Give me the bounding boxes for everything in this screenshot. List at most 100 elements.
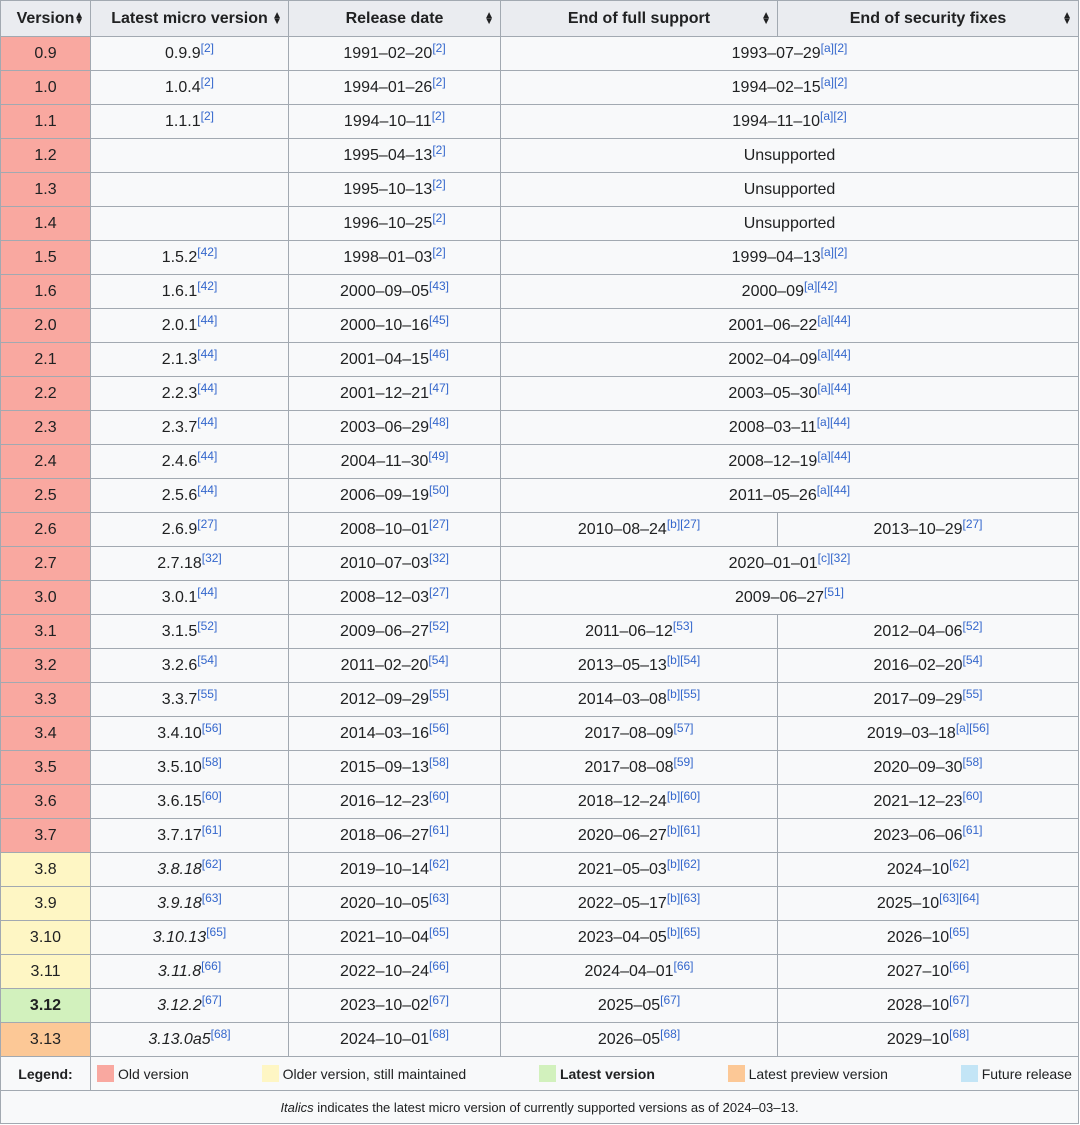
- reference-link[interactable]: [68]: [660, 1026, 681, 1041]
- reference-link[interactable]: [b][61]: [666, 822, 701, 837]
- reference-link[interactable]: [32]: [201, 550, 222, 565]
- reference-link[interactable]: [44]: [197, 584, 218, 599]
- reference-link[interactable]: [55]: [428, 686, 449, 701]
- reference-link[interactable]: [2]: [432, 210, 446, 225]
- reference-link[interactable]: [49]: [428, 448, 449, 463]
- reference-link[interactable]: [66]: [673, 958, 694, 973]
- header-full-support[interactable]: End of full support ▲ ▼: [500, 0, 778, 37]
- reference-link[interactable]: [a][2]: [820, 74, 848, 89]
- reference-link[interactable]: [54]: [428, 652, 449, 667]
- reference-link[interactable]: [61]: [962, 822, 983, 837]
- reference-link[interactable]: [44]: [197, 346, 218, 361]
- reference-link[interactable]: [27]: [962, 516, 983, 531]
- reference-link[interactable]: [50]: [428, 482, 449, 497]
- reference-link[interactable]: [55]: [197, 686, 218, 701]
- sort-icon[interactable]: ▲ ▼: [484, 9, 494, 27]
- reference-link[interactable]: [a][2]: [820, 244, 848, 259]
- header-micro[interactable]: Latest micro version ▲ ▼: [90, 0, 289, 37]
- reference-link[interactable]: [58]: [962, 754, 983, 769]
- reference-link[interactable]: [61]: [428, 822, 449, 837]
- reference-link[interactable]: [2]: [432, 244, 446, 259]
- reference-link[interactable]: [2]: [432, 74, 446, 89]
- reference-link[interactable]: [b][55]: [666, 686, 701, 701]
- reference-link[interactable]: [63][64]: [939, 890, 980, 905]
- reference-link[interactable]: [52]: [197, 618, 218, 633]
- reference-link[interactable]: [65]: [206, 924, 227, 939]
- reference-link[interactable]: [62]: [949, 856, 970, 871]
- reference-link[interactable]: [2]: [432, 176, 446, 191]
- header-version[interactable]: Version ▲ ▼: [0, 0, 91, 37]
- header-security[interactable]: End of security fixes ▲ ▼: [777, 0, 1079, 37]
- reference-link[interactable]: [45]: [428, 312, 449, 327]
- reference-link[interactable]: [a][44]: [816, 482, 851, 497]
- reference-link[interactable]: [2]: [432, 40, 446, 55]
- reference-link[interactable]: [a][56]: [955, 720, 990, 735]
- reference-link[interactable]: [67]: [949, 992, 970, 1007]
- reference-link[interactable]: [42]: [197, 244, 218, 259]
- reference-link[interactable]: [57]: [673, 720, 694, 735]
- reference-link[interactable]: [67]: [660, 992, 681, 1007]
- reference-link[interactable]: [47]: [428, 380, 449, 395]
- reference-link[interactable]: [65]: [949, 924, 970, 939]
- reference-link[interactable]: [55]: [962, 686, 983, 701]
- reference-link[interactable]: [58]: [201, 754, 222, 769]
- reference-link[interactable]: [44]: [197, 380, 218, 395]
- reference-link[interactable]: [68]: [428, 1026, 449, 1041]
- reference-link[interactable]: [67]: [428, 992, 449, 1007]
- reference-link[interactable]: [2]: [200, 40, 214, 55]
- reference-link[interactable]: [2]: [432, 142, 446, 157]
- reference-link[interactable]: [27]: [428, 516, 449, 531]
- reference-link[interactable]: [52]: [428, 618, 449, 633]
- reference-link[interactable]: [66]: [949, 958, 970, 973]
- reference-link[interactable]: [a][44]: [816, 414, 851, 429]
- reference-link[interactable]: [44]: [197, 482, 218, 497]
- reference-link[interactable]: [b][54]: [666, 652, 701, 667]
- reference-link[interactable]: [44]: [197, 448, 218, 463]
- reference-link[interactable]: [59]: [673, 754, 694, 769]
- reference-link[interactable]: [a][44]: [817, 448, 851, 463]
- reference-link[interactable]: [46]: [428, 346, 449, 361]
- reference-link[interactable]: [48]: [428, 414, 449, 429]
- reference-link[interactable]: [61]: [201, 822, 222, 837]
- reference-link[interactable]: [62]: [201, 856, 222, 871]
- reference-link[interactable]: [54]: [197, 652, 218, 667]
- reference-link[interactable]: [2]: [431, 108, 446, 123]
- reference-link[interactable]: [54]: [962, 652, 983, 667]
- header-release[interactable]: Release date ▲ ▼: [288, 0, 501, 37]
- reference-link[interactable]: [68]: [210, 1026, 231, 1041]
- reference-link[interactable]: [27]: [428, 584, 449, 599]
- reference-link[interactable]: [a][44]: [817, 380, 851, 395]
- reference-link[interactable]: [a][42]: [803, 278, 838, 293]
- reference-link[interactable]: [b][63]: [666, 890, 701, 905]
- reference-link[interactable]: [42]: [197, 278, 218, 293]
- reference-link[interactable]: [43]: [428, 278, 449, 293]
- reference-link[interactable]: [53]: [672, 618, 693, 633]
- reference-link[interactable]: [63]: [428, 890, 449, 905]
- reference-link[interactable]: [a][2]: [820, 40, 848, 55]
- reference-link[interactable]: [60]: [428, 788, 449, 803]
- reference-link[interactable]: [66]: [428, 958, 449, 973]
- reference-link[interactable]: [67]: [201, 992, 222, 1007]
- reference-link[interactable]: [63]: [201, 890, 222, 905]
- reference-link[interactable]: [32]: [428, 550, 449, 565]
- reference-link[interactable]: [58]: [428, 754, 449, 769]
- reference-link[interactable]: [a][44]: [817, 346, 851, 361]
- reference-link[interactable]: [56]: [201, 720, 222, 735]
- reference-link[interactable]: [62]: [428, 856, 449, 871]
- reference-link[interactable]: [c][32]: [817, 550, 851, 565]
- reference-link[interactable]: [60]: [201, 788, 222, 803]
- reference-link[interactable]: [44]: [197, 312, 218, 327]
- sort-icon[interactable]: ▲ ▼: [761, 9, 771, 27]
- reference-link[interactable]: [2]: [200, 74, 214, 89]
- sort-icon[interactable]: ▲ ▼: [74, 9, 84, 27]
- reference-link[interactable]: [b][60]: [666, 788, 701, 803]
- reference-link[interactable]: [52]: [962, 618, 983, 633]
- reference-link[interactable]: [65]: [428, 924, 449, 939]
- reference-link[interactable]: [b][65]: [666, 924, 701, 939]
- reference-link[interactable]: [60]: [962, 788, 983, 803]
- reference-link[interactable]: [27]: [197, 516, 218, 531]
- sort-icon[interactable]: ▲ ▼: [272, 9, 282, 27]
- reference-link[interactable]: [44]: [197, 414, 218, 429]
- reference-link[interactable]: [b][27]: [666, 516, 701, 531]
- reference-link[interactable]: [b][62]: [666, 856, 701, 871]
